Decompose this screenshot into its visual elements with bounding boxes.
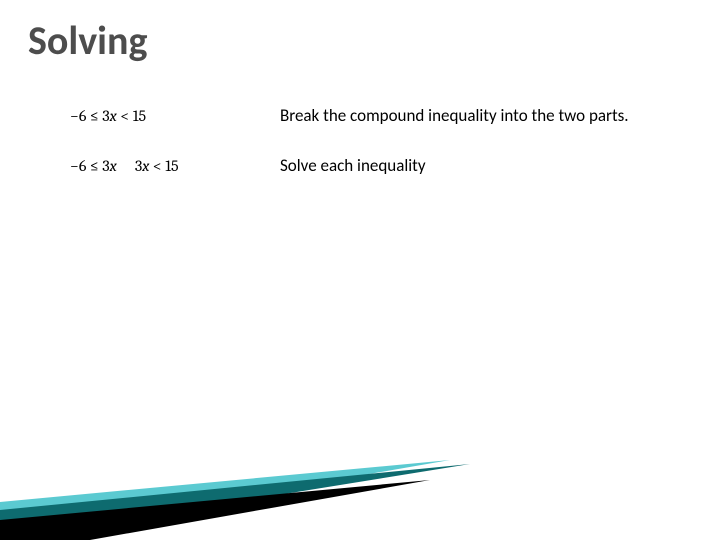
math-variable: x: [110, 107, 117, 125]
math-part: −6 ≤ 3: [70, 107, 110, 125]
math-variable: x: [110, 157, 117, 175]
math-part: < 15: [117, 107, 146, 125]
inequality-left: −6 ≤ 3x: [70, 157, 117, 175]
inequality-right: 3x < 15: [135, 157, 179, 175]
math-column: −6 ≤ 3x 3x < 15: [70, 157, 280, 175]
math-part: < 15: [149, 157, 178, 175]
step-row-2: −6 ≤ 3x 3x < 15 Solve each inequality: [70, 155, 426, 176]
step-description: Break the compound inequality into the t…: [280, 105, 629, 126]
math-column: −6 ≤ 3x < 15: [70, 107, 280, 125]
slide-decoration: [0, 420, 720, 540]
math-part: −6 ≤ 3: [70, 157, 110, 175]
compound-inequality: −6 ≤ 3x < 15: [70, 107, 146, 125]
step-row-1: −6 ≤ 3x < 15 Break the compound inequali…: [70, 105, 629, 126]
page-title: Solving: [28, 16, 147, 65]
step-description: Solve each inequality: [280, 155, 426, 176]
